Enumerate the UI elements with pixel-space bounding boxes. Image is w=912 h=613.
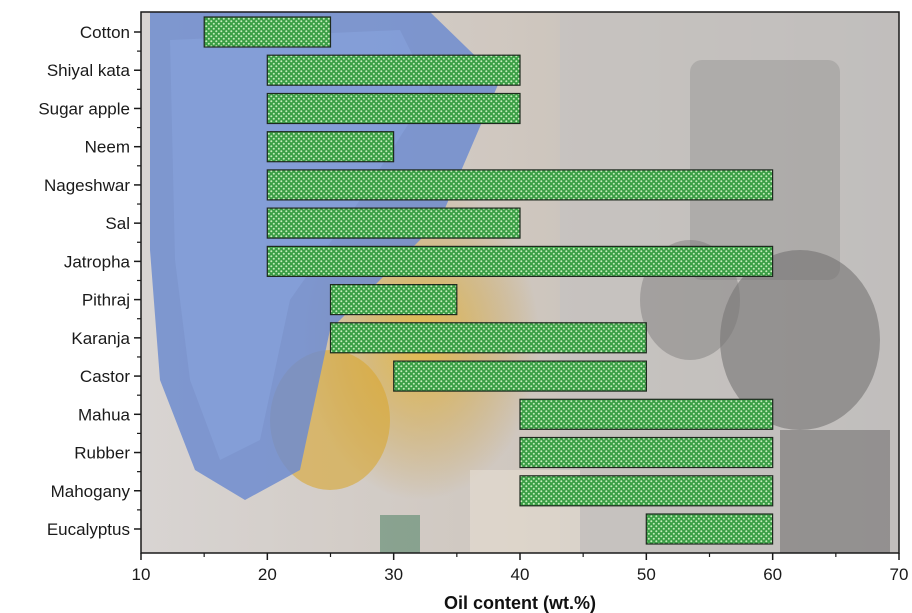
- bar-rubber: [519, 436, 774, 469]
- bar-cotton: [203, 16, 332, 48]
- category-label: Nageshwar: [44, 176, 130, 195]
- category-label: Mahogany: [51, 482, 131, 501]
- x-tick-label: 70: [890, 565, 909, 584]
- bar-neem: [266, 131, 395, 163]
- x-tick-label: 30: [384, 565, 403, 584]
- category-label: Castor: [80, 367, 130, 386]
- x-tick-label: 20: [258, 565, 277, 584]
- bar-shiyal-kata: [266, 54, 521, 86]
- category-label: Sugar apple: [38, 99, 130, 118]
- category-label: Mahua: [78, 405, 131, 424]
- category-label: Pithraj: [82, 291, 130, 310]
- category-label: Karanja: [71, 329, 130, 348]
- category-label: Rubber: [74, 444, 130, 463]
- category-label: Eucalyptus: [47, 520, 130, 539]
- bar-mahua: [519, 398, 774, 430]
- category-label: Neem: [85, 138, 130, 157]
- x-tick-label: 50: [637, 565, 656, 584]
- bar-sugar-apple: [266, 92, 521, 125]
- category-label: Shiyal kata: [47, 61, 131, 80]
- category-label: Cotton: [80, 23, 130, 42]
- bar-mahogany: [519, 475, 774, 507]
- bar-pithraj: [329, 284, 458, 316]
- category-label: Sal: [105, 214, 130, 233]
- category-label: Jatropha: [64, 252, 131, 271]
- x-tick-label: 10: [132, 565, 151, 584]
- x-tick-label: 40: [511, 565, 530, 584]
- x-axis-title: Oil content (wt.%): [444, 593, 596, 613]
- bar-karanja: [329, 322, 647, 354]
- bar-nageshwar: [266, 169, 774, 201]
- bar-eucalyptus: [645, 513, 774, 545]
- x-tick-label: 60: [763, 565, 782, 584]
- bar-jatropha: [266, 245, 774, 277]
- bar-sal: [266, 207, 521, 239]
- bar-castor: [393, 360, 648, 392]
